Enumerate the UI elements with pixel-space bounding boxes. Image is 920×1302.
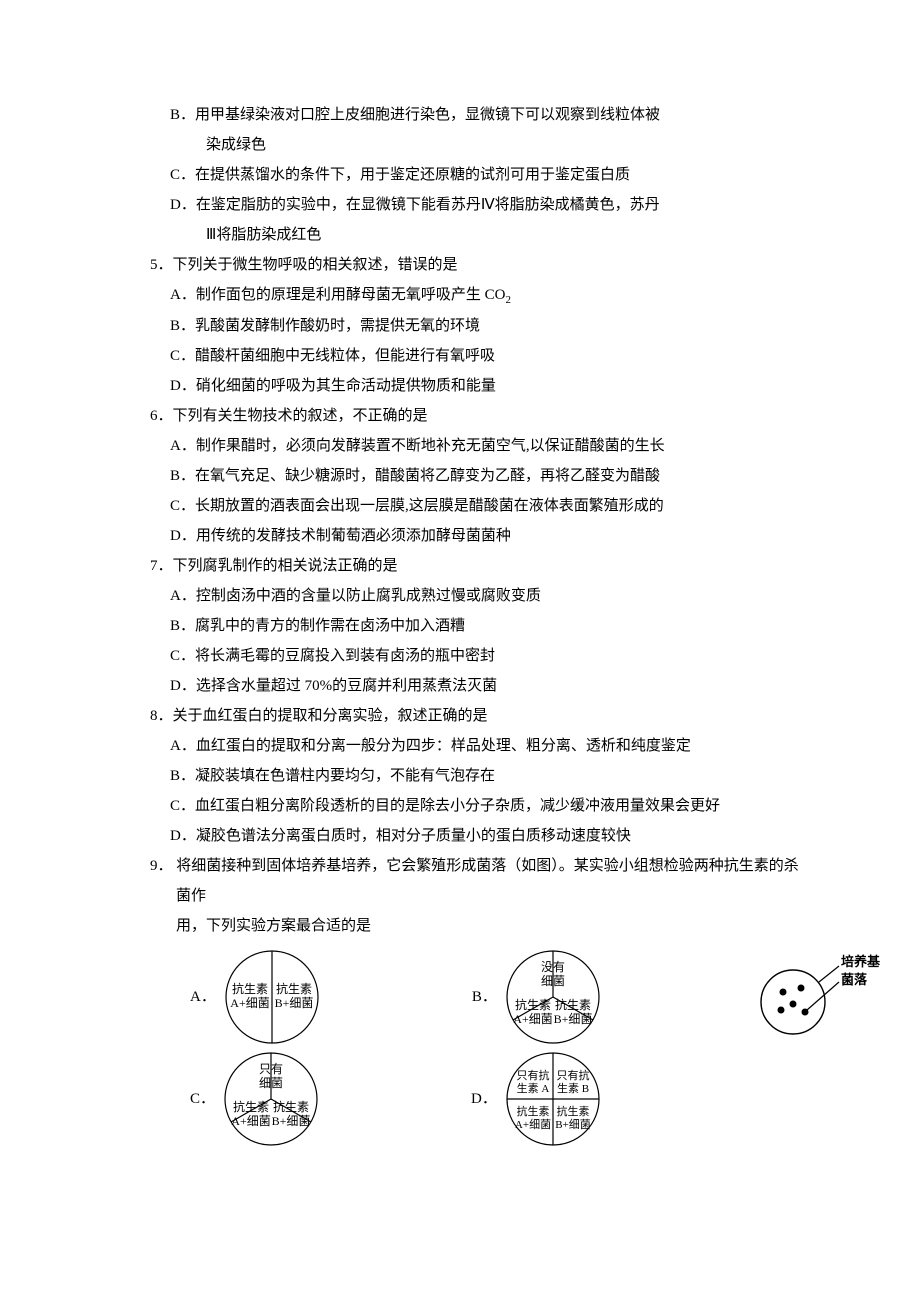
dish-b: B． 没有 细菌 抗生素 A+细菌 抗生素 B+细菌	[472, 947, 603, 1047]
svg-text:抗生素: 抗生素	[273, 1099, 309, 1114]
dish-c: C． 只有 细菌 抗生素 A+细菌 抗生素 B+细菌	[190, 1049, 321, 1149]
dish-row-2: C． 只有 细菌 抗生素 A+细菌 抗生素 B+细菌 D． 只有抗 生	[150, 1049, 805, 1149]
q7-opt-c: C．将长满毛霉的豆腐投入到装有卤汤的瓶中密封	[150, 641, 805, 671]
q5-opt-d: D．硝化细菌的呼吸为其生命活动提供物质和能量	[150, 371, 805, 401]
svg-text:B+细菌: B+细菌	[272, 1114, 311, 1128]
q8-opt-b: B．凝胶装填在色谱柱内要均匀，不能有气泡存在	[150, 761, 805, 791]
dish-b-svg: 没有 细菌 抗生素 A+细菌 抗生素 B+细菌	[503, 947, 603, 1047]
q6-opt-b: B．在氧气充足、缺少糖源时，醋酸菌将乙醇变为乙醛，再将乙醛变为醋酸	[150, 461, 805, 491]
svg-text:生素 A: 生素 A	[517, 1081, 550, 1095]
dish-legend-svg: 培养基 菌落	[753, 952, 893, 1042]
q4-opt-d: D．在鉴定脂肪的实验中，在显微镜下能看苏丹Ⅳ将脂肪染成橘黄色，苏丹	[150, 190, 805, 220]
svg-text:抗生素: 抗生素	[515, 997, 551, 1012]
svg-text:只有抗: 只有抗	[556, 1068, 589, 1082]
dish-a-svg: 抗生素 A+细菌 抗生素 B+细菌	[222, 947, 322, 1047]
svg-text:抗生素: 抗生素	[516, 1104, 549, 1118]
q5-opt-a: A．制作面包的原理是利用酵母菌无氧呼吸产生 CO2	[150, 280, 805, 311]
q5-opt-c: C．醋酸杆菌细胞中无线粒体，但能进行有氧呼吸	[150, 341, 805, 371]
svg-text:抗生素: 抗生素	[276, 981, 312, 996]
svg-text:B+细菌: B+细菌	[553, 1012, 592, 1026]
svg-text:只有: 只有	[259, 1062, 283, 1076]
dish-a-label: A．	[190, 982, 216, 1012]
svg-text:细菌: 细菌	[259, 1076, 283, 1090]
svg-text:没有: 没有	[541, 959, 565, 974]
dish-d-label: D．	[471, 1084, 497, 1114]
q4-opt-d-cont: Ⅲ将脂肪染成红色	[150, 220, 805, 250]
dish-d: D． 只有抗 生素 A 只有抗 生素 B 抗生素 A+细菌 抗生素 B+细菌	[471, 1049, 603, 1149]
q8-opt-a: A．血红蛋白的提取和分离一般分为四步：样品处理、粗分离、透析和纯度鉴定	[150, 731, 805, 761]
q9-stem-cont: 用，下列实验方案最合适的是	[150, 911, 805, 941]
q4-opt-b: B．用甲基绿染液对口腔上皮细胞进行染色，显微镜下可以观察到线粒体被	[150, 100, 805, 130]
svg-text:B+细菌: B+细菌	[555, 1118, 591, 1131]
svg-text:细菌: 细菌	[541, 974, 565, 988]
q5-opt-b: B．乳酸菌发酵制作酸奶时，需提供无氧的环境	[150, 311, 805, 341]
q5-opt-a-sub: 2	[505, 294, 511, 306]
q6-opt-d: D．用传统的发酵技术制葡萄酒必须添加酵母菌菌种	[150, 521, 805, 551]
svg-text:抗生素: 抗生素	[232, 981, 268, 996]
svg-text:抗生素: 抗生素	[556, 1104, 589, 1118]
dish-c-label: C．	[190, 1084, 215, 1114]
q8-stem: 8．关于血红蛋白的提取和分离实验，叙述正确的是	[150, 701, 805, 731]
q5-opt-a-text: A．制作面包的原理是利用酵母菌无氧呼吸产生 CO	[170, 287, 505, 303]
svg-text:培养基: 培养基	[841, 954, 881, 969]
q6-opt-a: A．制作果醋时，必须向发酵装置不断地补充无菌空气,以保证醋酸菌的生长	[150, 431, 805, 461]
dish-d-svg: 只有抗 生素 A 只有抗 生素 B 抗生素 A+细菌 抗生素 B+细菌	[503, 1049, 603, 1149]
q7-opt-d: D．选择含水量超过 70%的豆腐并利用蒸煮法灭菌	[150, 671, 805, 701]
svg-text:A+细菌: A+细菌	[231, 1114, 270, 1128]
q4-opt-c: C．在提供蒸馏水的条件下，用于鉴定还原糖的试剂可用于鉴定蛋白质	[150, 160, 805, 190]
svg-text:A+细菌: A+细菌	[230, 996, 269, 1010]
dish-a: A． 抗生素 A+细菌 抗生素 B+细菌	[190, 947, 322, 1047]
q7-opt-b: B．腐乳中的青方的制作需在卤汤中加入酒糟	[150, 611, 805, 641]
dish-legend: 培养基 菌落	[753, 952, 893, 1042]
q7-stem: 7．下列腐乳制作的相关说法正确的是	[150, 551, 805, 581]
q8-opt-d: D．凝胶色谱法分离蛋白质时，相对分子质量小的蛋白质移动速度较快	[150, 821, 805, 851]
svg-text:只有抗: 只有抗	[516, 1068, 549, 1082]
svg-text:抗生素: 抗生素	[233, 1099, 269, 1114]
q6-opt-c: C．长期放置的酒表面会出现一层膜,这层膜是醋酸菌在液体表面繁殖形成的	[150, 491, 805, 521]
svg-text:菌落: 菌落	[841, 972, 868, 987]
dish-b-label: B．	[472, 982, 497, 1012]
q7-opt-a: A．控制卤汤中酒的含量以防止腐乳成熟过慢或腐败变质	[150, 581, 805, 611]
q6-stem: 6．下列有关生物技术的叙述，不正确的是	[150, 401, 805, 431]
page: B．用甲基绿染液对口腔上皮细胞进行染色，显微镜下可以观察到线粒体被 染成绿色 C…	[0, 0, 920, 1302]
svg-text:生素 B: 生素 B	[557, 1081, 589, 1095]
svg-text:抗生素: 抗生素	[555, 997, 591, 1012]
q9-stem: 9． 将细菌接种到固体培养基培养，它会繁殖形成菌落（如图）。某实验小组想检验两种…	[150, 851, 805, 911]
svg-text:A+细菌: A+细菌	[515, 1118, 551, 1131]
q4-opt-b-cont: 染成绿色	[150, 130, 805, 160]
svg-text:A+细菌: A+细菌	[513, 1012, 552, 1026]
dish-c-svg: 只有 细菌 抗生素 A+细菌 抗生素 B+细菌	[221, 1049, 321, 1149]
q8-opt-c: C．血红蛋白粗分离阶段透析的目的是除去小分子杂质，减少缓冲液用量效果会更好	[150, 791, 805, 821]
dish-row-1: A． 抗生素 A+细菌 抗生素 B+细菌 B． 没有 细菌 抗生素 A+细菌	[150, 947, 805, 1047]
svg-text:B+细菌: B+细菌	[274, 996, 313, 1010]
q5-stem: 5．下列关于微生物呼吸的相关叙述，错误的是	[150, 250, 805, 280]
